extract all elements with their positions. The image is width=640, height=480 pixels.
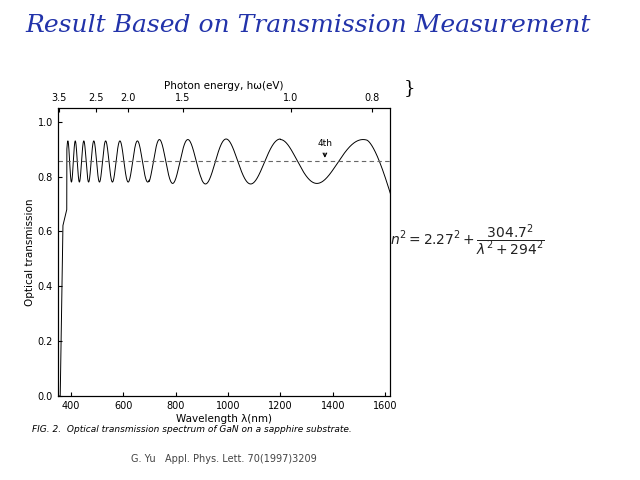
Text: 4th: 4th <box>317 139 332 156</box>
Text: G. Yu   Appl. Phys. Lett. 70(1997)3209: G. Yu Appl. Phys. Lett. 70(1997)3209 <box>131 454 317 464</box>
X-axis label: Photon energy, hω(eV): Photon energy, hω(eV) <box>164 81 284 91</box>
Text: FIG. 2.  Optical transmission spectrum of GaN on a sapphire substrate.: FIG. 2. Optical transmission spectrum of… <box>32 425 352 434</box>
Y-axis label: Optical transmission: Optical transmission <box>24 198 35 306</box>
X-axis label: Wavelength λ(nm): Wavelength λ(nm) <box>176 414 272 424</box>
Text: $n^{2} = 2.27^{2} + \dfrac{304.7^{2}}{\lambda^{2} + 294^{2}}$: $n^{2} = 2.27^{2} + \dfrac{304.7^{2}}{\l… <box>390 222 545 258</box>
Text: }: } <box>404 79 415 97</box>
Text: Result Based on Transmission Measurement: Result Based on Transmission Measurement <box>26 14 591 37</box>
